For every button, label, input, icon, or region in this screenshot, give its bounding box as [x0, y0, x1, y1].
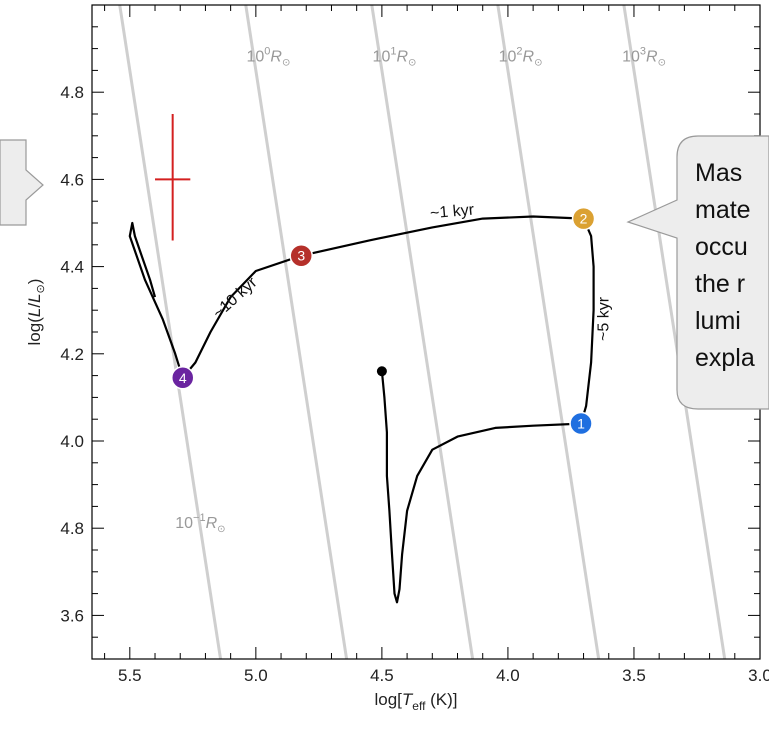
x-axis-label: log[Teff (K)] — [374, 690, 457, 713]
y-tick-label: 4.4 — [60, 258, 84, 277]
radius-label: 102R⊙ — [499, 46, 543, 69]
radius-line — [496, 5, 601, 659]
radius-label: 103R⊙ — [622, 46, 666, 69]
x-tick-label: 4.0 — [496, 666, 520, 685]
x-tick-label: 3.5 — [622, 666, 646, 685]
stage-marker — [170, 366, 195, 390]
stage-marker — [571, 206, 596, 231]
right-callout: Mas mate occu the r lumi expla — [626, 135, 769, 410]
stage-number: 3 — [297, 248, 305, 264]
radius-line — [118, 5, 223, 659]
x-tick-label: 5.5 — [118, 666, 142, 685]
stage-number: 2 — [580, 211, 588, 227]
y-tick-label: 4.0 — [60, 432, 84, 451]
time-label: ~5 kyr — [596, 296, 613, 341]
callout-line: expla — [695, 344, 755, 372]
y-tick-label: 3.6 — [60, 606, 84, 625]
callout-line: occu — [695, 233, 748, 261]
stage-number: 4 — [179, 370, 187, 386]
radius-line — [370, 5, 475, 659]
radius-label: 100R⊙ — [247, 46, 291, 69]
stage-marker — [569, 411, 593, 436]
y-tick-label: 4.8 — [60, 519, 84, 538]
radius-label: 101R⊙ — [373, 46, 417, 69]
y-tick-label: 4.6 — [60, 170, 84, 189]
stage-number: 1 — [577, 416, 585, 432]
radius-lines — [118, 5, 727, 659]
radius-line — [244, 5, 349, 659]
time-label: ~1 kyr — [429, 202, 475, 223]
right-callout-bubble — [626, 135, 769, 410]
callout-line: lumi — [695, 307, 741, 335]
track-start-point — [376, 366, 387, 377]
y-tick-label: 4.8 — [60, 83, 84, 102]
x-tick-label: 3.0 — [748, 666, 769, 685]
plot-background — [92, 5, 760, 659]
radius-label: 10−1R⊙ — [175, 512, 225, 535]
x-tick-label: 4.5 — [370, 666, 394, 685]
plot-area: 10−1R⊙100R⊙ 101R⊙ 102R⊙ 103R⊙~1 kyr~5 kyr~1… — [25, 4, 769, 713]
evolution-track — [128, 215, 595, 604]
callout-line: mate — [695, 196, 751, 224]
x-tick-label: 5.0 — [244, 666, 268, 685]
callout-line: Mas — [695, 159, 742, 187]
callout-line: the r — [695, 270, 745, 298]
stage-marker — [289, 243, 313, 268]
y-tick-label: 4.2 — [60, 345, 84, 364]
radius-line — [622, 5, 727, 659]
left-callout-bubble — [0, 139, 44, 226]
y-axis-label: log(L/L⊙) — [25, 279, 47, 346]
